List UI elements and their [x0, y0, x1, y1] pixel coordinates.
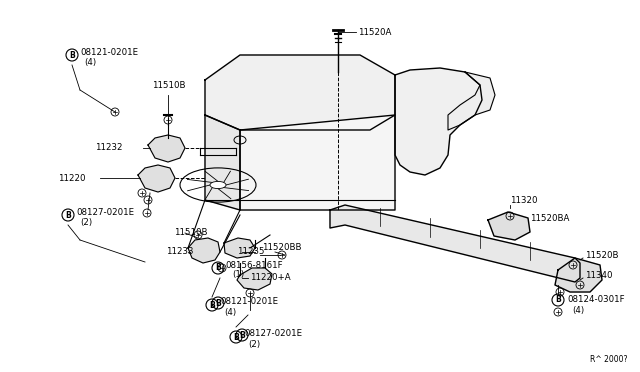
Polygon shape [330, 205, 580, 282]
Text: (4): (4) [572, 305, 584, 314]
Polygon shape [448, 72, 495, 130]
Text: B: B [215, 298, 221, 308]
Text: (4): (4) [224, 308, 236, 317]
Text: B: B [65, 211, 71, 219]
Text: B: B [239, 330, 245, 340]
Text: 08121-0201E: 08121-0201E [80, 48, 138, 57]
Text: B: B [555, 295, 561, 305]
Text: (2): (2) [80, 218, 92, 227]
Text: 11520A: 11520A [358, 28, 392, 36]
Polygon shape [237, 268, 272, 290]
Text: B: B [209, 301, 215, 310]
Polygon shape [395, 68, 482, 175]
Text: 11520B: 11520B [585, 250, 618, 260]
Text: (2): (2) [248, 340, 260, 349]
Text: 11235: 11235 [237, 247, 264, 257]
Polygon shape [555, 258, 602, 292]
Text: 11232: 11232 [95, 142, 122, 151]
Polygon shape [138, 165, 175, 192]
Polygon shape [148, 135, 185, 162]
Text: 08121-0201E: 08121-0201E [220, 298, 278, 307]
Ellipse shape [210, 182, 226, 189]
Polygon shape [224, 238, 255, 258]
Text: 11233: 11233 [166, 247, 193, 257]
Text: 11520BB: 11520BB [262, 244, 301, 253]
Text: 08127-0201E: 08127-0201E [244, 330, 302, 339]
Text: 11340: 11340 [585, 270, 612, 279]
Text: (4): (4) [84, 58, 96, 67]
Text: (1): (1) [232, 270, 244, 279]
Text: B: B [233, 333, 239, 341]
Text: 11510B: 11510B [152, 80, 186, 90]
Text: B: B [215, 263, 221, 273]
Polygon shape [488, 212, 530, 240]
Text: 08127-0201E: 08127-0201E [76, 208, 134, 217]
Text: R^ 2000?: R^ 2000? [590, 356, 627, 365]
Text: 11320: 11320 [510, 196, 538, 205]
Text: 08156-8161F: 08156-8161F [225, 260, 283, 269]
Polygon shape [205, 115, 240, 210]
Text: 11220+A: 11220+A [250, 273, 291, 282]
Polygon shape [240, 115, 395, 210]
Text: 11510B: 11510B [174, 228, 207, 237]
Text: 11520BA: 11520BA [530, 214, 570, 222]
Polygon shape [188, 238, 220, 263]
Text: 11220: 11220 [58, 173, 86, 183]
Text: 08124-0301F: 08124-0301F [567, 295, 625, 305]
Polygon shape [205, 55, 395, 130]
Text: B: B [69, 51, 75, 60]
